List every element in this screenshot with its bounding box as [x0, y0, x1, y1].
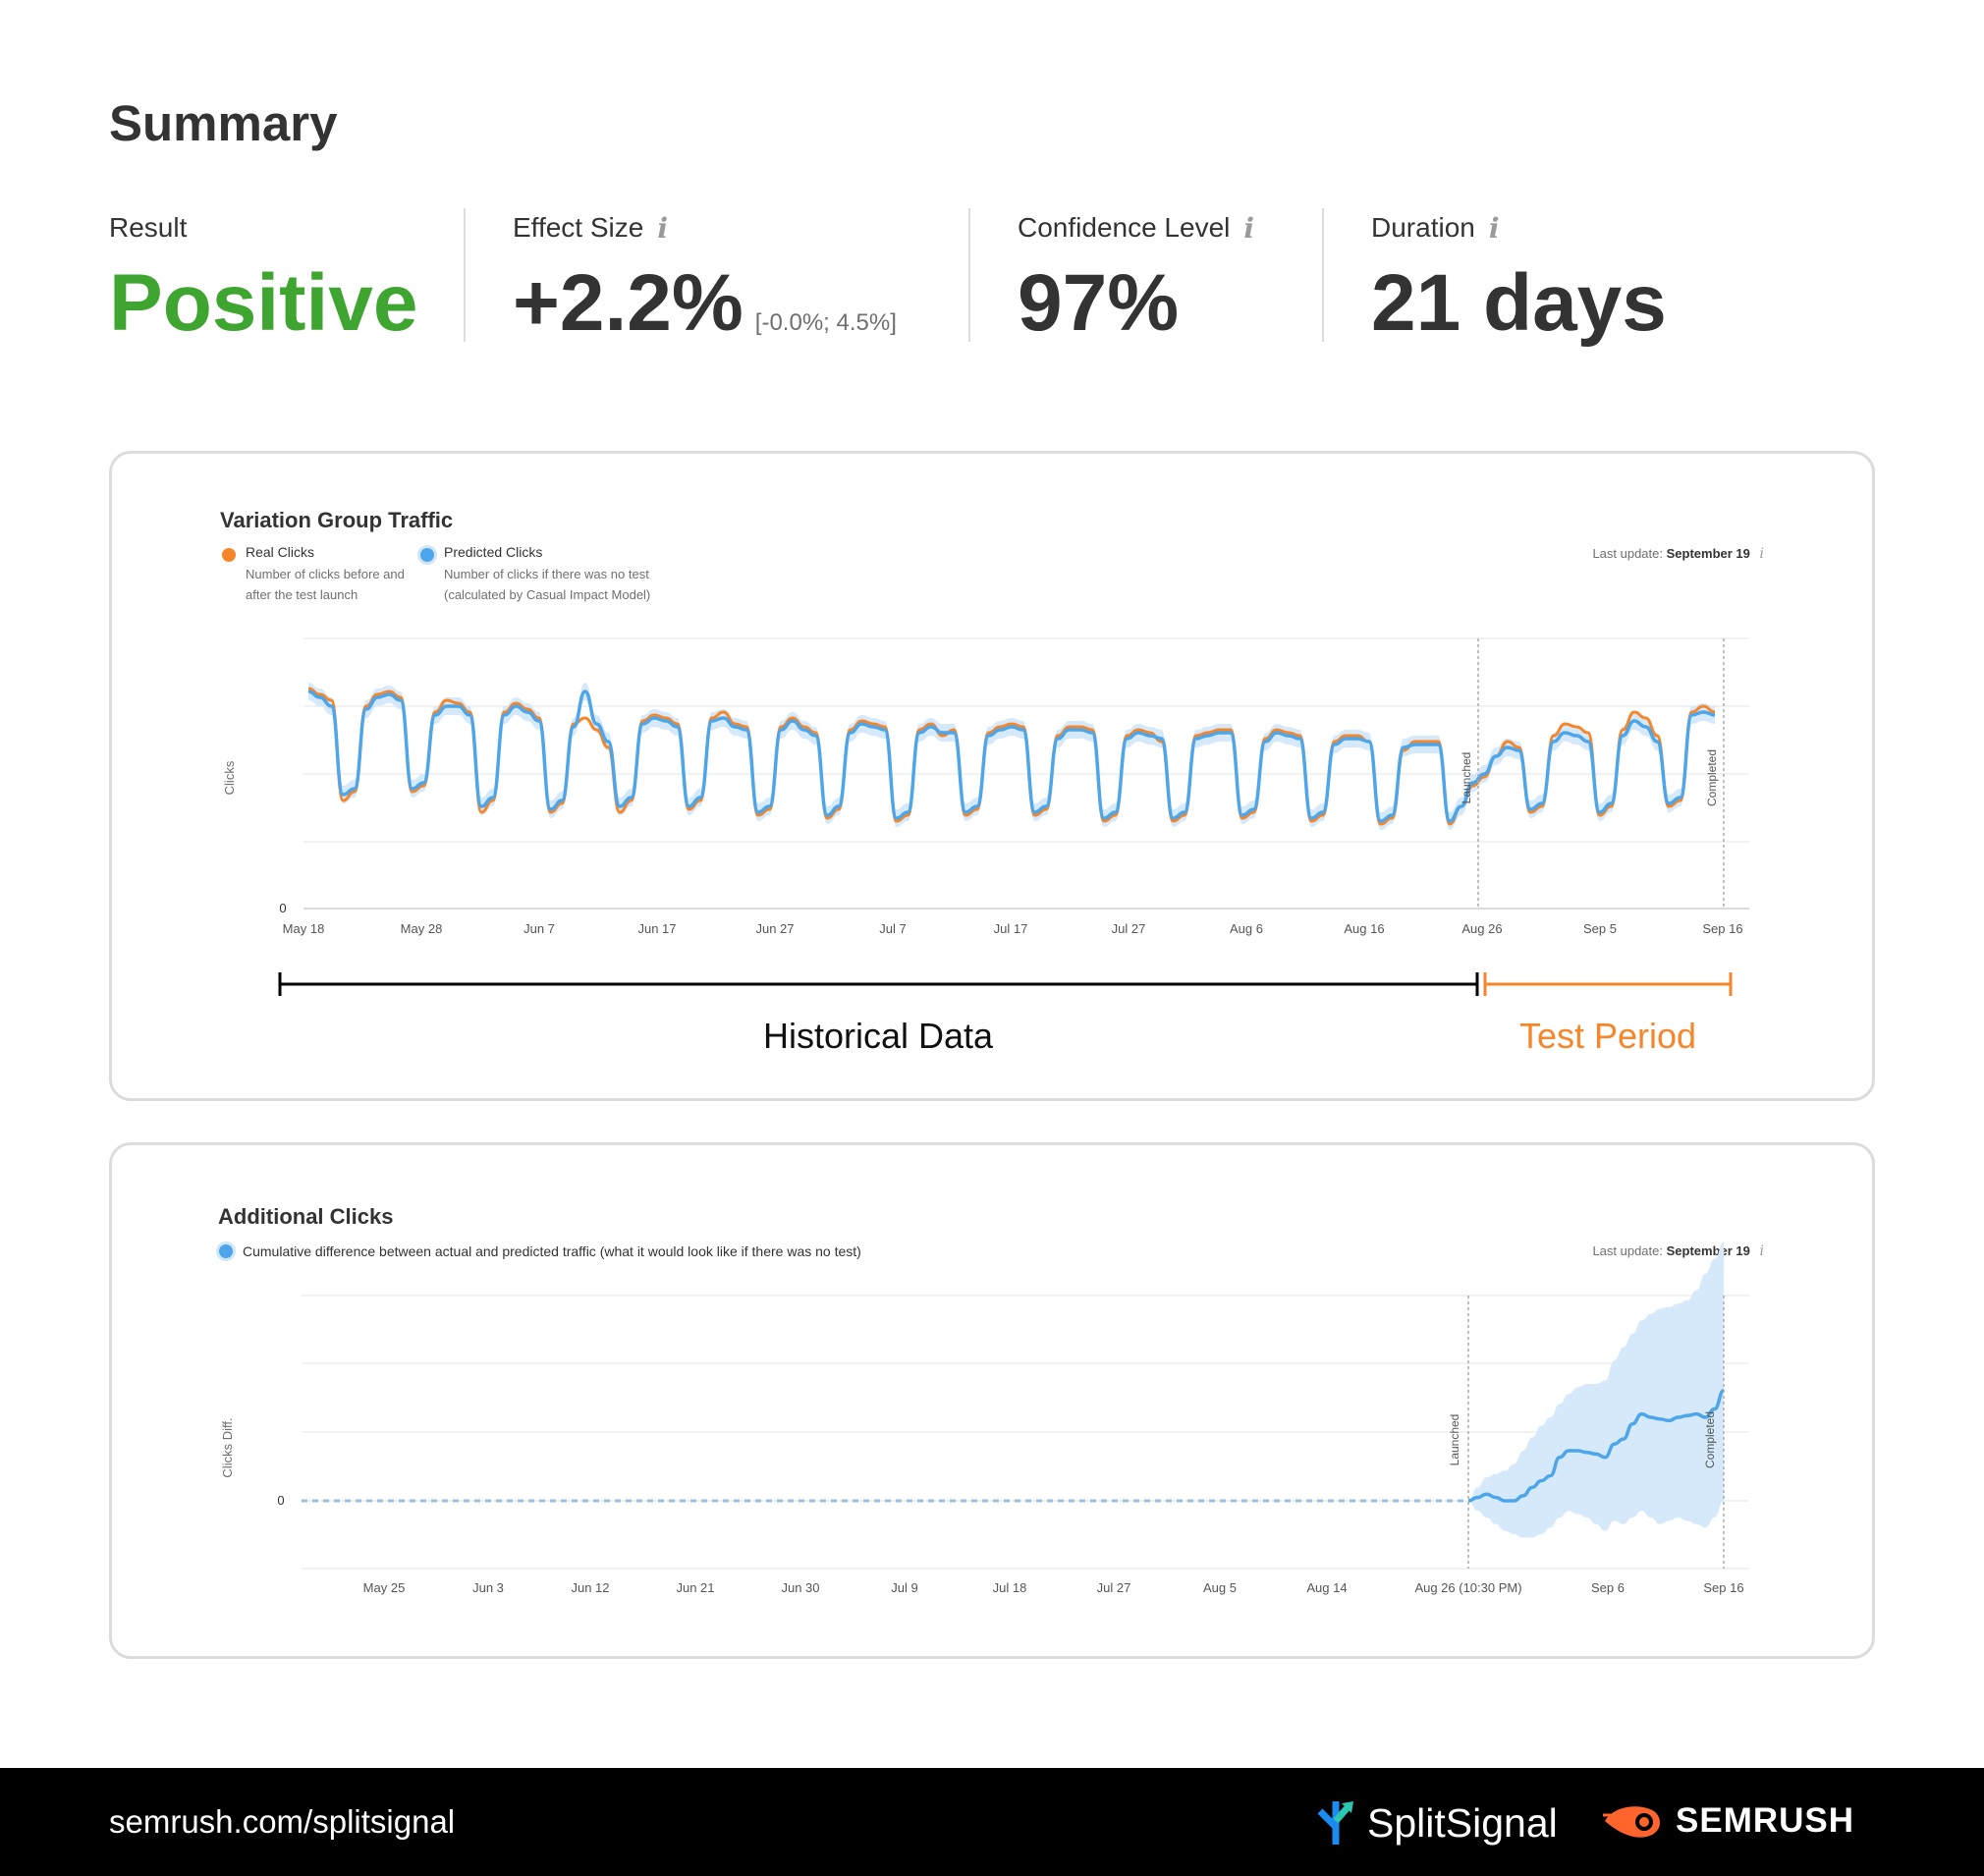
result-value: Positive [109, 258, 418, 348]
marker-label: Launched [1460, 752, 1473, 804]
legend-desc: Number of clicks before and after the te… [246, 567, 405, 602]
traffic-chart: May 18 May 28 Jun 7 Jun 17 Jun 27 Jul 7 Jul 17… [222, 637, 1749, 1056]
info-icon[interactable]: i [1759, 546, 1764, 562]
x-tick-label: May 28 [401, 921, 443, 936]
info-icon[interactable]: i [657, 211, 668, 245]
historical-data-label: Historical Data [763, 1016, 994, 1056]
confidence-label: Confidence Level [1018, 212, 1231, 243]
duration-value: 21 days [1371, 258, 1667, 348]
real-clicks-dot-icon [222, 548, 236, 562]
x-tick-label: Jun 3 [472, 1580, 504, 1595]
footer: semrush.com/splitsignal SplitSignal SEMR… [0, 1768, 1984, 1876]
semrush-logo: SEMRUSH [1601, 1801, 1854, 1841]
cumulative-dot-icon [219, 1244, 233, 1258]
x-tick-label: Aug 26 [1461, 921, 1502, 936]
last-update: Last update: September 19 i [1592, 546, 1764, 562]
x-tick-label: Sep 5 [1583, 921, 1617, 936]
additional-clicks-card: Additional Clicks Cumulative difference … [109, 1142, 1875, 1659]
x-tick-label: Jun 12 [571, 1580, 609, 1595]
x-tick-label: Jun 17 [637, 921, 676, 936]
last-update-value: September 19 [1666, 546, 1750, 561]
y-zero-label: 0 [277, 1493, 284, 1508]
legend-name: Predicted Clicks [444, 544, 543, 560]
metric-divider [1322, 208, 1324, 342]
result-label: Result [109, 212, 188, 243]
y-axis-label: Clicks Diff. [220, 1417, 235, 1477]
chart-title: Variation Group Traffic [220, 508, 454, 532]
x-tick-label: Jun 30 [781, 1580, 819, 1595]
last-update-label: Last update: [1592, 546, 1663, 561]
x-tick-label: Aug 6 [1230, 921, 1263, 936]
y-axis-label: Clicks [222, 760, 237, 795]
predicted-clicks-dot-icon [420, 548, 434, 562]
info-icon[interactable]: i [1759, 1243, 1764, 1259]
effect-size-metric: Effect Size i +2.2% [-0.0%; 4.5%] [513, 208, 897, 346]
footer-url[interactable]: semrush.com/splitsignal [109, 1803, 456, 1840]
marker-label: Completed [1705, 749, 1719, 806]
legend-desc: Number of clicks if there was no test (c… [444, 567, 651, 602]
last-update-label: Last update: [1592, 1243, 1663, 1258]
legend-name: Real Clicks [246, 544, 315, 560]
duration-metric: Duration i 21 days [1371, 208, 1667, 346]
x-tick-label: Sep 16 [1703, 1580, 1743, 1595]
splitsignal-icon [1317, 1801, 1353, 1845]
legend-cumulative-difference[interactable]: Cumulative difference between actual and… [219, 1243, 861, 1259]
x-tick-label: Sep 6 [1591, 1580, 1625, 1595]
y-zero-label: 0 [279, 901, 286, 915]
x-tick-label: Jun 27 [755, 921, 794, 936]
x-tick-label: Aug 14 [1306, 1580, 1347, 1595]
splitsignal-wordmark: SplitSignal [1367, 1799, 1558, 1846]
x-tick-label: Jul 9 [891, 1580, 917, 1595]
x-tick-label: Jul 27 [1112, 921, 1146, 936]
x-tick-label: May 25 [363, 1580, 406, 1595]
x-tick-label: Jun 7 [524, 921, 555, 936]
x-tick-label: May 18 [283, 921, 325, 936]
additional-clicks-chart: May 25 Jun 3 Jun 12 Jun 21 Jun 30 Jul 9 Jul 18… [220, 1241, 1749, 1595]
series-line-cumulative-difference [1467, 1389, 1725, 1503]
marker-label: Completed [1703, 1411, 1717, 1468]
last-update: Last update: September 19 i [1592, 1243, 1764, 1259]
x-tick-label: Sep 16 [1702, 921, 1742, 936]
x-tick-label: Jul 7 [879, 921, 906, 936]
metric-divider [968, 208, 970, 342]
splitsignal-logo: SplitSignal [1314, 1797, 1558, 1848]
semrush-flame-icon [1603, 1806, 1661, 1838]
legend-text: Cumulative difference between actual and… [243, 1243, 861, 1259]
test-period-label: Test Period [1519, 1016, 1696, 1056]
result-metric: Result Positive [109, 208, 417, 346]
effect-size-interval: [-0.0%; 4.5%] [754, 309, 897, 336]
last-update-value: September 19 [1666, 1243, 1750, 1258]
legend-real-clicks[interactable]: Real Clicks Number of clicks before and … [222, 544, 413, 605]
metric-divider [464, 208, 466, 342]
effect-size-label: Effect Size [513, 212, 644, 243]
x-tick-label: Jul 18 [993, 1580, 1027, 1595]
x-tick-label: Jun 21 [676, 1580, 714, 1595]
series-line-predicted-clicks [307, 690, 1716, 823]
x-tick-label: Aug 5 [1203, 1580, 1237, 1595]
confidence-value: 97% [1018, 258, 1180, 348]
x-tick-label: Aug 16 [1344, 921, 1384, 936]
x-tick-label: Aug 26 (10:30 PM) [1414, 1580, 1521, 1595]
info-icon[interactable]: i [1243, 211, 1255, 245]
traffic-chart-card: Variation Group Traffic Real Clicks Numb… [109, 451, 1875, 1101]
effect-size-value: +2.2% [513, 258, 744, 348]
confidence-metric: Confidence Level i 97% [1018, 208, 1254, 346]
confidence-band [1468, 1241, 1724, 1538]
semrush-wordmark: SEMRUSH [1676, 1801, 1855, 1840]
info-icon[interactable]: i [1488, 211, 1500, 245]
page-title: Summary [109, 95, 338, 151]
x-tick-label: Jul 17 [994, 921, 1028, 936]
duration-label: Duration [1371, 212, 1475, 243]
legend-predicted-clicks[interactable]: Predicted Clicks Number of clicks if the… [420, 544, 699, 605]
marker-label: Launched [1448, 1414, 1461, 1466]
x-tick-label: Jul 27 [1097, 1580, 1131, 1595]
chart-title: Additional Clicks [218, 1204, 394, 1229]
